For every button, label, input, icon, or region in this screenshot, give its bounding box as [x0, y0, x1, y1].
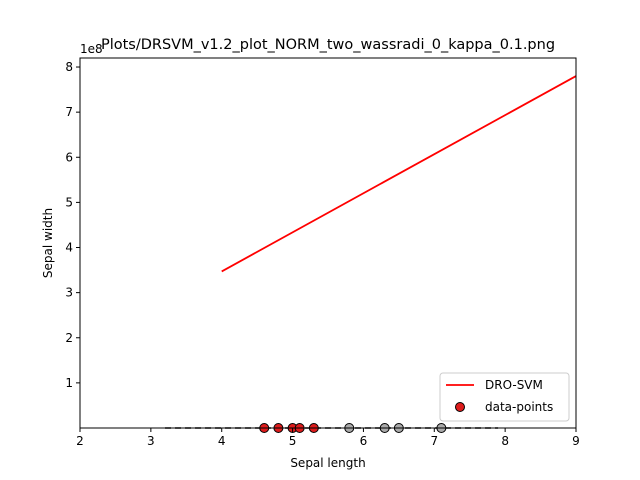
- y-tick-label: 7: [65, 105, 73, 119]
- x-tick-label: 2: [76, 434, 84, 448]
- y-offset-text: 1e8: [80, 42, 103, 56]
- y-tick-label: 4: [65, 241, 73, 255]
- legend-point-swatch: [455, 402, 465, 412]
- legend: DRO-SVM data-points: [439, 372, 570, 422]
- x-tick-label: 8: [501, 434, 509, 448]
- x-tick-label: 6: [360, 434, 368, 448]
- y-tick-label: 5: [65, 195, 73, 209]
- axes-frame: [79, 57, 577, 429]
- y-axis-label: Sepal width: [41, 208, 55, 278]
- x-tick-label: 9: [572, 434, 580, 448]
- y-tick-label: 6: [65, 150, 73, 164]
- legend-label-data-points: data-points: [485, 400, 553, 414]
- x-tick-label: 4: [218, 434, 226, 448]
- y-tick-label: 2: [65, 331, 73, 345]
- y-tick-label: 1: [65, 376, 73, 390]
- x-tick-label: 3: [147, 434, 155, 448]
- y-tick-label: 3: [65, 286, 73, 300]
- chart-title: Plots/DRSVM_v1.2_plot_NORM_two_wassradi_…: [101, 37, 555, 53]
- x-tick-label: 7: [430, 434, 438, 448]
- x-axis-label: Sepal length: [290, 456, 365, 470]
- x-axis: 2 3 4 5 6 7 8 9: [76, 428, 580, 448]
- y-axis: 1 2 3 4 5 6 7 8: [65, 60, 80, 390]
- legend-label-dro-svm: DRO-SVM: [485, 378, 543, 392]
- x-tick-label: 5: [289, 434, 297, 448]
- dro-svm-line: [221, 75, 577, 273]
- y-tick-label: 8: [65, 60, 73, 74]
